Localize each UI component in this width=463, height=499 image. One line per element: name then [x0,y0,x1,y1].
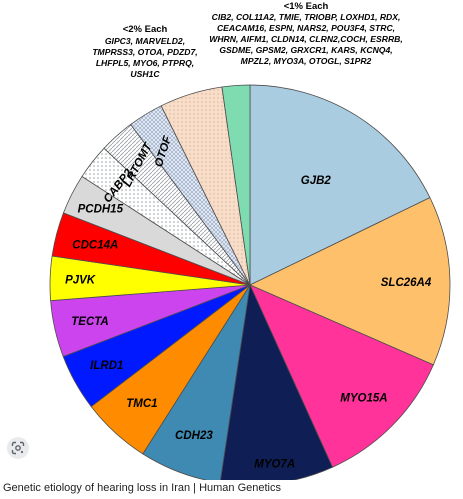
google-lens-icon [11,441,25,455]
slice-label-cdc14a: CDC14A [72,239,118,251]
annotation-lt1-line: WHRN, AIFM1, CLDN14, CLRN2,COCH, ESRRB, [209,34,403,44]
annotation-lt1-line: GSDME, GPSM2, GRXCR1, KARS, KCNQ4, [219,45,392,55]
annotation-lt2-line: USH1C [130,69,160,79]
slice-label-cdh23: CDH23 [175,430,213,442]
slice-label-pcdh15: PCDH15 [78,204,124,216]
pie-slice-gjb2 [249,84,431,286]
slice-label-myo15a: MYO15A [340,392,387,404]
slice-label-ilrd1: ILRD1 [90,360,123,372]
annotation-lt2-line: TMPRSS3, OTOA, PDZD7, [92,47,197,57]
slice-label-tmc1: TMC1 [126,398,157,410]
pie-slice-slc26a4 [249,197,451,366]
annotation-lt1-heading: <1% Each [284,1,329,12]
pie-slice-myo7a [220,283,333,480]
slice-label-pjvk: PJVK [65,274,96,286]
slice-label-slc26a4: SLC26A4 [381,277,432,289]
annotation-lt2-line: LHFPL5, MYO6, PTPRQ, [96,58,194,68]
annotation-lt1-line: CIB2, COL11A2, TMIE, TRIOBP, LOXHD1, RDX… [212,12,401,22]
pie-slice-myo15a [249,284,434,468]
annotation-lt1: <1% Each CIB2, COL11A2, TMIE, TRIOBP, LO… [209,1,403,66]
annotation-lt1-line: MPZL2, MYO3A, OTOGL, S1PR2 [241,56,372,66]
slice-label-gjb2: GJB2 [301,175,332,187]
annotation-lt2-line: GIPC3, MARVELD2, [105,36,185,46]
annotation-lt2: <2% Each GIPC3, MARVELD2, TMPRSS3, OTOA,… [92,24,197,79]
annotation-lt2-heading: <2% Each [123,24,168,35]
google-lens-button[interactable] [7,437,29,459]
annotation-lt1-line: CEACAM16, ESPN, NARS2, POU3F4, STRC, [217,23,395,33]
slice-label-tecta: TECTA [71,316,108,328]
pie-chart: GJB2 SLC26A4 MYO15A MYO7A CDH23 TMC1 ILRD1 TECT… [49,1,451,480]
slice-label-myo7a: MYO7A [254,458,295,470]
image-caption[interactable]: Genetic etiology of hearing loss in Iran… [3,482,282,494]
pie-slice-1-each [221,84,251,286]
